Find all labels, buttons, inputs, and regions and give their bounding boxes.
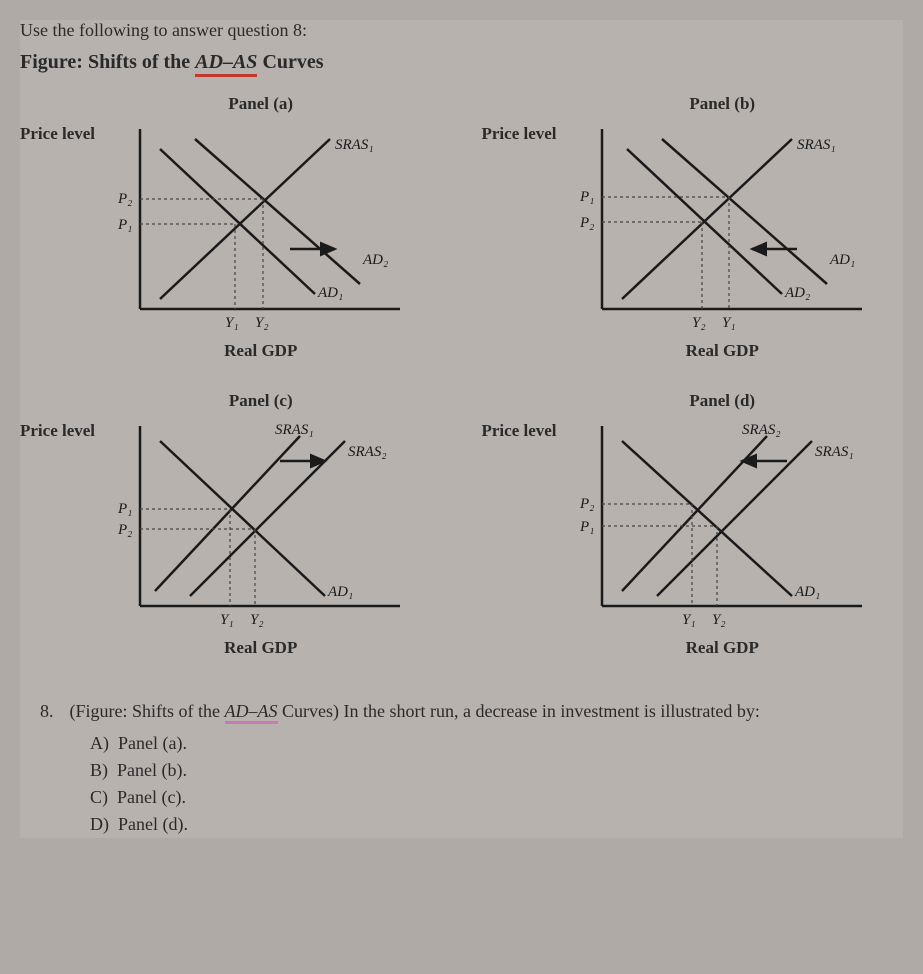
panel-d-ylabel: Price level [482,416,557,441]
figure-title-suffix: Curves [257,51,323,73]
figure-title-prefix: Figure: Shifts of the [20,51,195,73]
panel-b-xtick-0: Y₂ [692,315,706,331]
panel-c-sras2-label: SRAS₂ [348,444,387,460]
panel-b: Panel (b) Price level SRAS₁ [482,94,904,361]
figure-title-em: AD–AS [195,51,257,77]
panel-b-chart: SRAS₁ AD₁ AD₂ P₁ P₂ [562,119,882,339]
option-b-letter: B) [90,760,108,780]
panel-b-ad1-label: AD₁ [829,252,855,268]
question-options: A) Panel (a). B) Panel (b). C) Panel (c)… [40,730,903,838]
panel-a-xtick-1: Y₂ [255,315,269,331]
panel-a-ytick-1: P₁ [117,217,132,233]
option-c-letter: C) [90,787,108,807]
panel-d-sras2-label: SRAS₂ [742,422,781,438]
panels-grid: Panel (a) Price level SRAS₁ [20,94,903,658]
panel-a-ytick-0: P₂ [117,191,132,207]
panel-d-chart: AD₁ SRAS₁ SRAS₂ P₂ P₁ [562,416,882,636]
panel-c-xlabel: Real GDP [20,638,442,658]
panel-d-title: Panel (d) [482,391,904,411]
option-b-text: Panel (b). [117,760,187,780]
question-8: 8. (Figure: Shifts of the AD–AS Curves) … [20,698,903,838]
panel-a-chart: SRAS₁ AD₁ AD₂ P₂ P₁ [100,119,420,339]
question-text-suffix: Curves) In the short run, a decrease in … [278,701,760,721]
panel-c-ytick-0: P₁ [117,501,132,517]
panel-c-sras1-label: SRAS₁ [275,422,314,438]
instruction-text: Use the following to answer question 8: [20,20,903,41]
panel-d-ytick-0: P₂ [579,496,594,512]
panel-d-sras1-label: SRAS₁ [815,444,854,460]
figure-title: Figure: Shifts of the AD–AS Curves [20,51,903,74]
option-d: D) Panel (d). [90,811,903,838]
panel-b-xtick-1: Y₁ [722,315,736,331]
panel-d-ad-label: AD₁ [794,584,820,600]
panel-a-sras-label: SRAS₁ [335,137,374,153]
panel-b-ytick-1: P₂ [579,215,594,231]
page: Use the following to answer question 8: … [20,20,903,838]
panel-a-title: Panel (a) [20,94,442,114]
panel-d-xtick-1: Y₂ [712,612,726,628]
panel-c-title: Panel (c) [20,391,442,411]
panel-a-ad2-label: AD₂ [362,252,388,268]
panel-d-ytick-1: P₁ [579,519,594,535]
panel-b-title: Panel (b) [482,94,904,114]
question-text-prefix: (Figure: Shifts of the [70,701,225,721]
option-c-text: Panel (c). [117,787,186,807]
panel-d: Panel (d) Price level AD₁ S [482,391,904,658]
panel-a-xlabel: Real GDP [20,341,442,361]
panel-c-ad-label: AD₁ [327,584,353,600]
question-number: 8. [40,698,65,725]
question-text: (Figure: Shifts of the AD–AS Curves) In … [70,701,760,724]
panel-c-ylabel: Price level [20,416,95,441]
option-b: B) Panel (b). [90,757,903,784]
option-d-letter: D) [90,814,109,834]
panel-a-ad1-label: AD₁ [317,285,343,301]
panel-c-xtick-1: Y₂ [250,612,264,628]
panel-a-ylabel: Price level [20,119,95,144]
panel-a: Panel (a) Price level SRAS₁ [20,94,442,361]
panel-c: Panel (c) Price level AD₁ S [20,391,442,658]
option-a: A) Panel (a). [90,730,903,757]
panel-a-xtick-0: Y₁ [225,315,239,331]
panel-c-xtick-0: Y₁ [220,612,234,628]
option-a-text: Panel (a). [118,733,187,753]
panel-b-ytick-0: P₁ [579,189,594,205]
panel-b-sras-label: SRAS₁ [797,137,836,153]
panel-b-ylabel: Price level [482,119,557,144]
panel-d-xtick-0: Y₁ [682,612,696,628]
panel-b-ad2-label: AD₂ [784,285,810,301]
panel-b-xlabel: Real GDP [482,341,904,361]
panel-c-chart: AD₁ SRAS₁ SRAS₂ P₁ P₂ [100,416,420,636]
option-d-text: Panel (d). [118,814,188,834]
panel-c-ytick-1: P₂ [117,522,132,538]
panel-d-xlabel: Real GDP [482,638,904,658]
option-a-letter: A) [90,733,109,753]
option-c: C) Panel (c). [90,784,903,811]
question-text-em: AD–AS [225,701,278,724]
